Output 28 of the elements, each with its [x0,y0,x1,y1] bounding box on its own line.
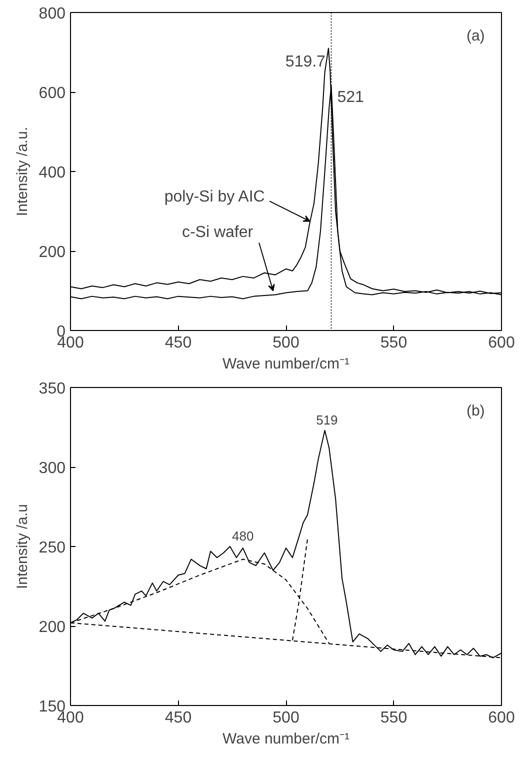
annotation: poly-Si by AIC [164,188,265,206]
annotation: c-Si wafer [182,224,254,241]
x-axis-title: Wave number/cm⁻¹ [222,356,350,372]
annotation: 519.7 [285,53,326,70]
x-tick-label: 600 [488,334,515,352]
x-tick-label: 550 [380,710,408,726]
y-tick-label: 400 [38,164,66,182]
y-axis-title: Intensity /a.u. [14,126,31,216]
y-tick-label: 600 [38,85,66,102]
annotation: 519 [316,412,338,428]
y-tick-label: 250 [38,540,66,556]
x-tick-label: 500 [272,710,300,726]
annotation: (a) [466,27,485,44]
x-tick-label: 450 [164,334,192,352]
annotation: (b) [466,402,485,420]
y-tick-label: 350 [38,380,66,398]
x-tick-label: 600 [488,710,515,726]
x-tick-label: 550 [380,334,408,352]
x-tick-label: 450 [164,710,192,726]
y-tick-label: 300 [38,460,66,477]
y-axis-title: Intensity /a.u [14,504,31,590]
x-tick-label: 500 [272,334,300,352]
annotation: 521 [337,89,364,106]
annotation: 480 [232,528,254,544]
y-tick-label: 200 [38,619,66,636]
x-axis-title: Wave number/cm⁻¹ [222,730,350,748]
y-tick-label: 200 [38,244,66,261]
y-tick-label: 800 [38,6,66,22]
